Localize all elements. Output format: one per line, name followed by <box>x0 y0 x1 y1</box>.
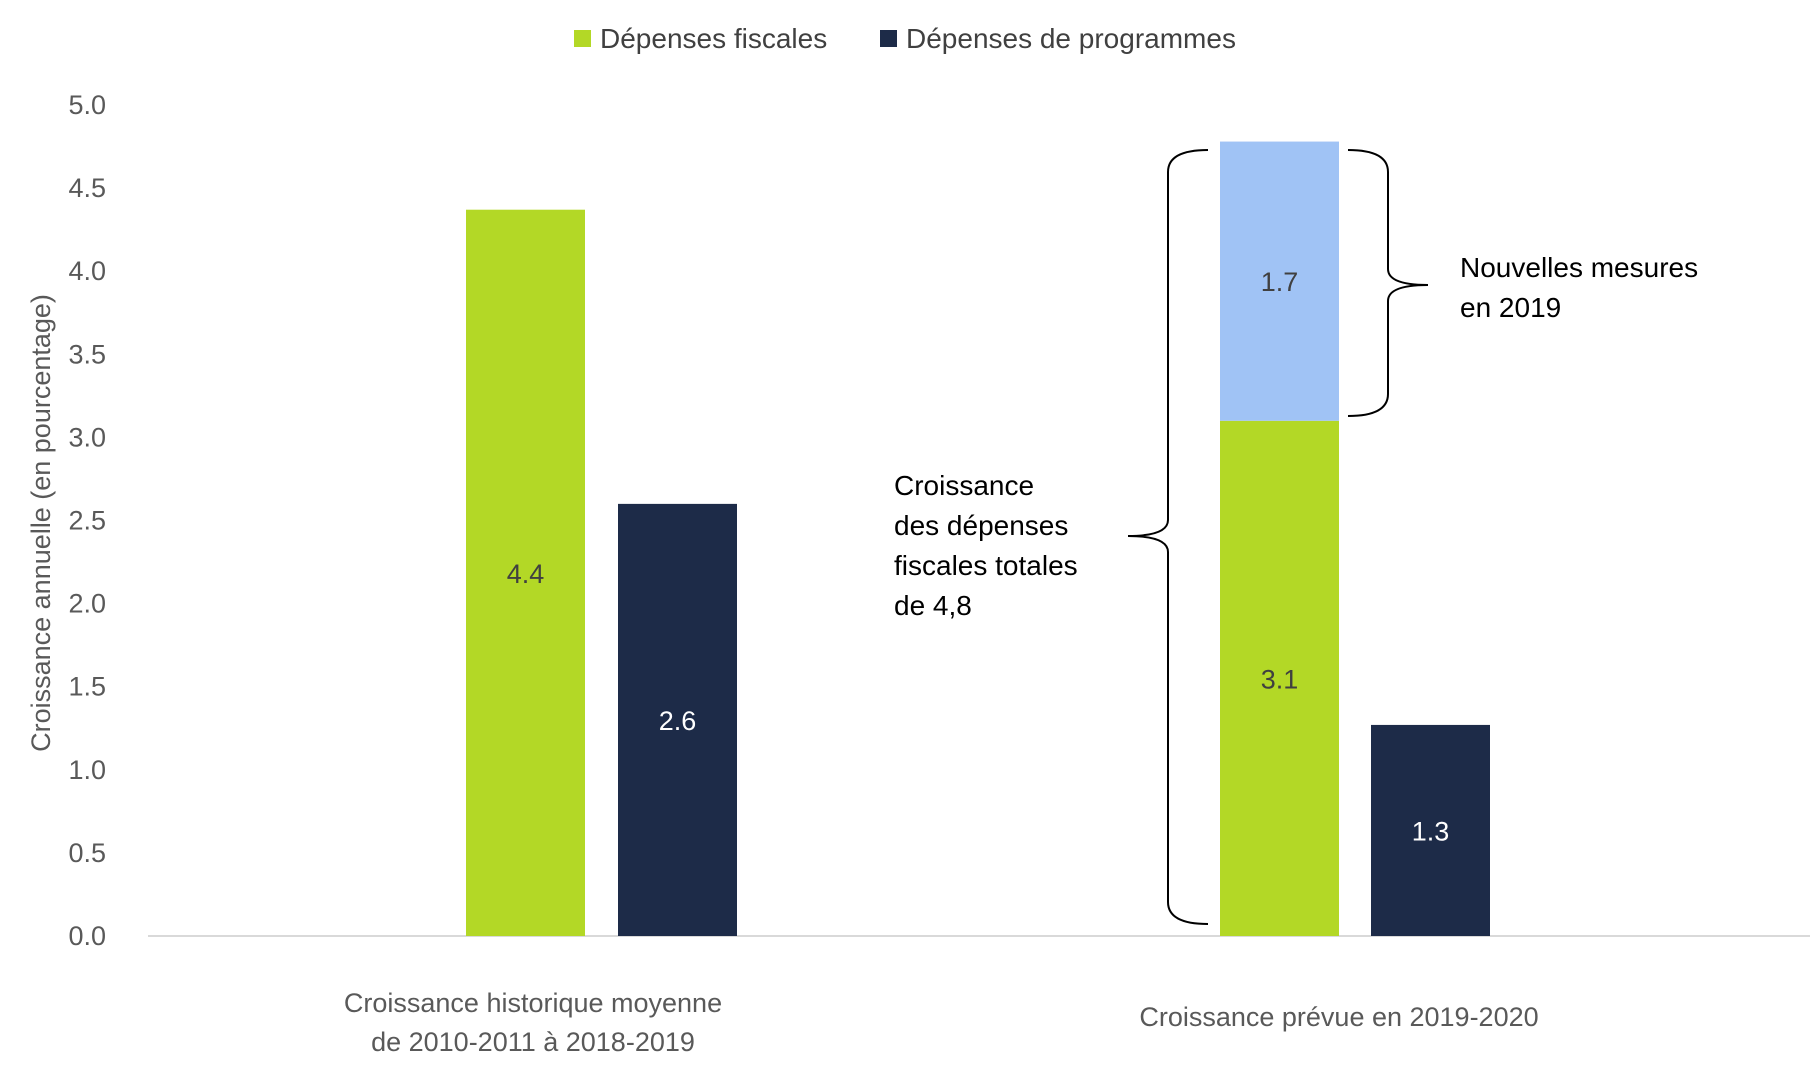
bar <box>1220 141 1339 421</box>
total-growth-annotation: Croissance <box>894 470 1034 501</box>
category-label: Croissance prévue en 2019-2020 <box>1139 1002 1538 1032</box>
y-tick-label: 0.0 <box>68 921 106 951</box>
y-tick-label: 3.0 <box>68 422 106 452</box>
bar <box>1220 420 1339 936</box>
y-tick-label: 4.0 <box>68 256 106 286</box>
y-tick-label: 4.5 <box>68 173 106 203</box>
y-tick-label: 2.0 <box>68 589 106 619</box>
data-label: 3.1 <box>1261 664 1299 694</box>
y-tick-label: 2.5 <box>68 506 106 536</box>
bar <box>618 503 737 936</box>
legend-label: Dépenses fiscales <box>600 23 827 54</box>
total-growth-annotation: des dépenses <box>894 510 1068 541</box>
data-label: 1.3 <box>1412 816 1450 846</box>
data-label: 2.6 <box>659 706 697 736</box>
y-tick-label: 1.0 <box>68 755 106 785</box>
bar <box>1371 724 1490 936</box>
y-axis-title: Croissance annuelle (en pourcentage) <box>26 294 56 752</box>
category-label: de 2010-2011 à 2018-2019 <box>371 1027 695 1057</box>
y-tick-label: 5.0 <box>68 90 106 120</box>
new-measures-annotation: en 2019 <box>1460 292 1561 323</box>
total-growth-brace <box>1127 149 1209 925</box>
category-label: Croissance historique moyenne <box>344 988 722 1018</box>
data-label: 1.7 <box>1261 267 1299 297</box>
legend-swatch <box>574 30 591 47</box>
bar <box>466 209 585 936</box>
legend-swatch <box>880 30 897 47</box>
total-growth-annotation: de 4,8 <box>894 590 972 621</box>
y-tick-label: 1.5 <box>68 672 106 702</box>
data-label: 4.4 <box>507 559 545 589</box>
y-tick-label: 3.5 <box>68 339 106 369</box>
y-tick-label: 0.5 <box>68 838 106 868</box>
new-measures-brace <box>1347 149 1429 417</box>
new-measures-annotation: Nouvelles mesures <box>1460 252 1698 283</box>
total-growth-annotation: fiscales totales <box>894 550 1078 581</box>
legend-label: Dépenses de programmes <box>906 23 1236 54</box>
